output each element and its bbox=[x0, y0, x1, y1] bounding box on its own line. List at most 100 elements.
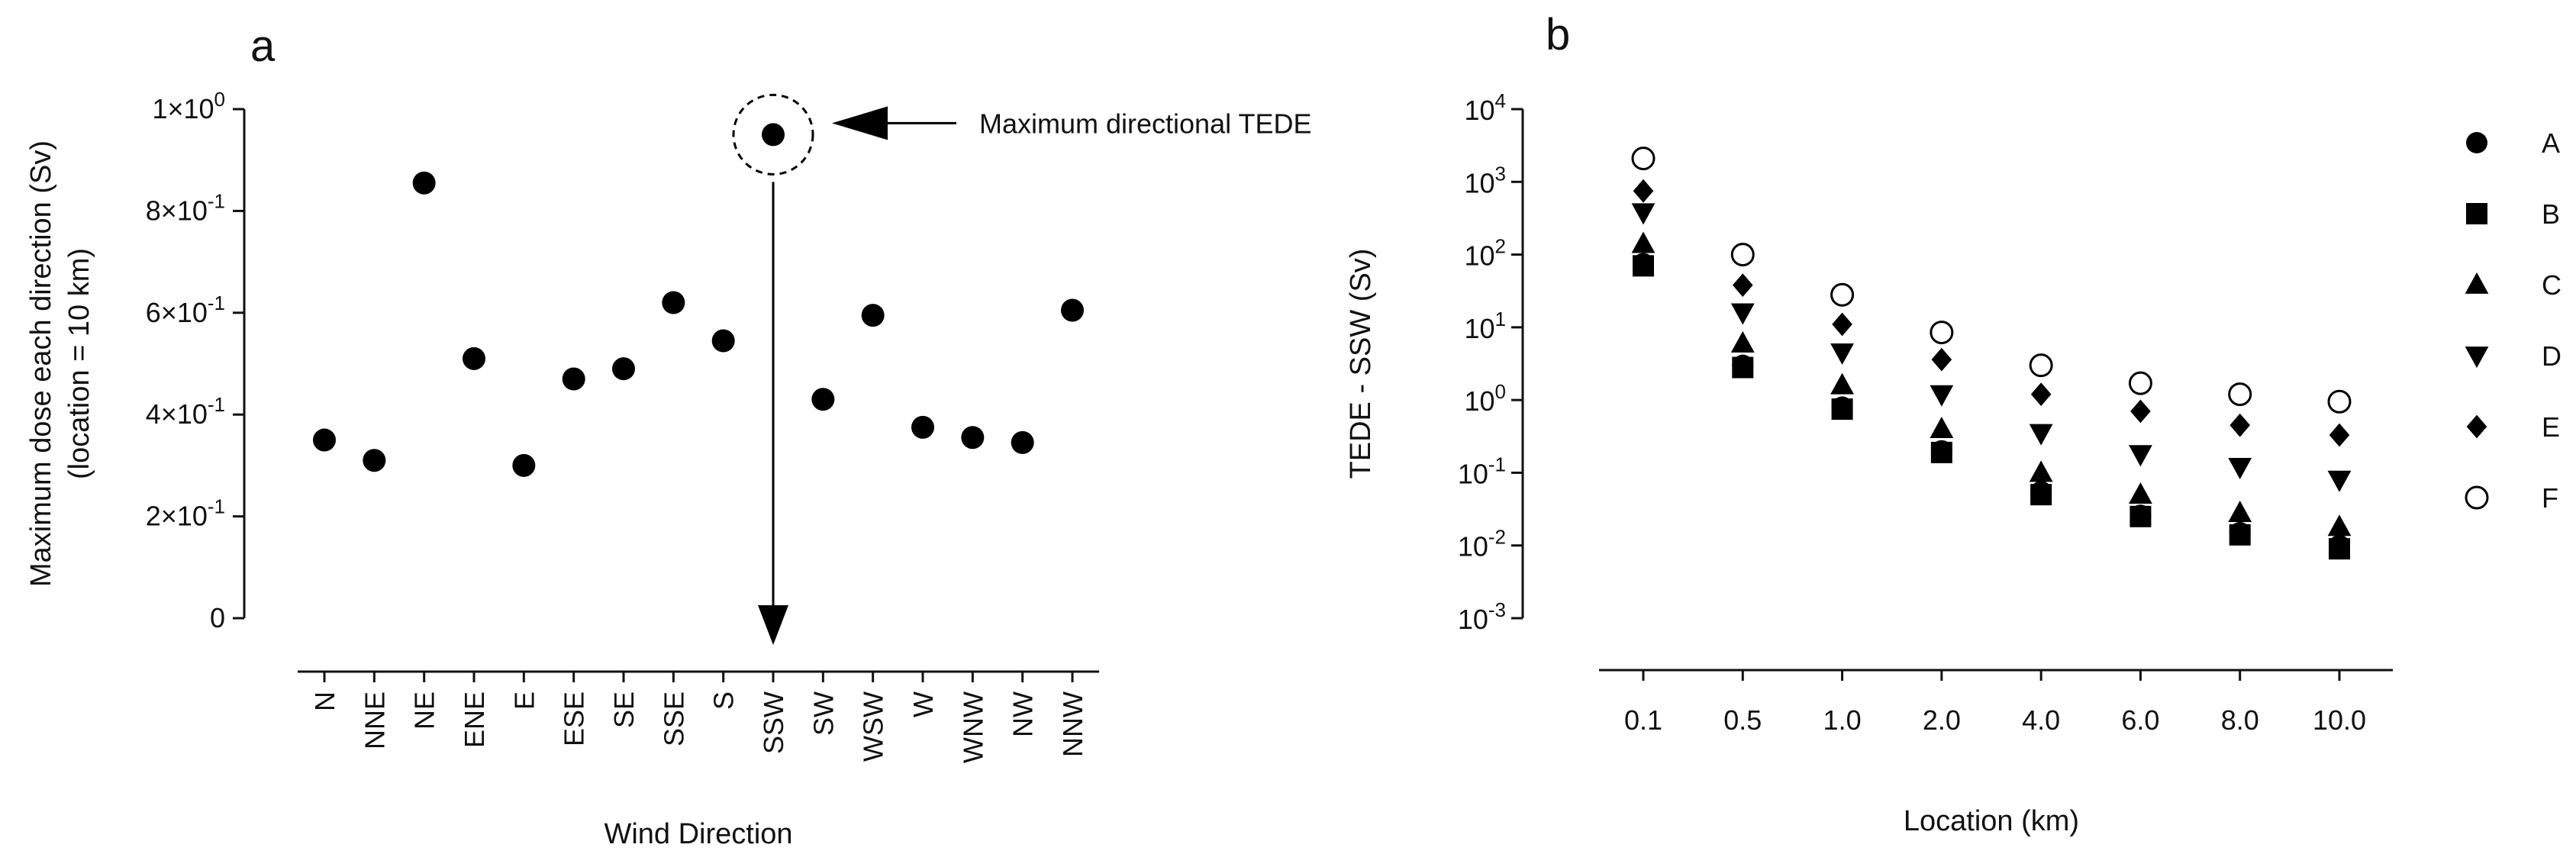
panel-b-point-b bbox=[2329, 538, 2350, 560]
legend-label-b: B bbox=[2542, 198, 2560, 230]
panel-a-y-axis-title: Maximum dose each direction (Sv) bbox=[25, 140, 57, 587]
panel-a-y-tick-label: 1×100 bbox=[152, 88, 225, 124]
panel-b-point-b bbox=[1633, 255, 1654, 277]
panel-b-point-e bbox=[2030, 382, 2052, 406]
panel-a-y-tick-label: 4×10-1 bbox=[146, 393, 225, 430]
panel-a-x-tick-label: WNW bbox=[957, 691, 988, 763]
panel-a-y-tick-label: 8×10-1 bbox=[146, 189, 225, 226]
panel-a-scatter: 0 2×10-1 4×10-1 6×10-1 8×10-1 1×100 N NNE NE ENE E… bbox=[25, 88, 1311, 850]
panel-a-x-tick-label: SE bbox=[608, 691, 640, 728]
panel-b-x-axis-title: Location (km) bbox=[1904, 805, 2079, 837]
legend-marker-f bbox=[2465, 485, 2489, 510]
panel-b-point-b bbox=[1831, 398, 1853, 421]
panel-a-x-tick-label: NW bbox=[1008, 691, 1039, 737]
panel-b-point-f bbox=[2128, 371, 2152, 395]
legend-label-c: C bbox=[2542, 269, 2561, 301]
panel-b-point-c bbox=[1730, 330, 1755, 353]
panel-b-y-tick-label: 10-3 bbox=[1458, 598, 1506, 635]
panel-b-point-f bbox=[1830, 282, 1855, 307]
panel-b-point-d bbox=[1631, 203, 1656, 225]
legend-label-f: F bbox=[2542, 482, 2558, 514]
panel-b-x-tick-label: 6.0 bbox=[2121, 704, 2159, 736]
panel-a-x-tick-label: NE bbox=[409, 691, 440, 730]
legend-marker-e bbox=[2466, 414, 2487, 439]
panel-b-y-tick-label: 10-1 bbox=[1458, 453, 1506, 489]
panel-b-point-f bbox=[1631, 147, 1656, 171]
panel-b-x-tick-label: 4.0 bbox=[2022, 704, 2060, 736]
panel-a-point bbox=[612, 357, 635, 381]
panel-a-x-tick-label: WSW bbox=[858, 691, 889, 762]
panel-a-x-tick-label: SW bbox=[808, 691, 839, 736]
panel-b-point-b bbox=[2229, 524, 2251, 546]
panel-b-point-b bbox=[2030, 484, 2052, 506]
panel-b-point-f bbox=[1930, 321, 1954, 345]
panel-b-point-e bbox=[1633, 179, 1654, 203]
panel-a-point bbox=[861, 304, 885, 327]
panel-b-point-d bbox=[2129, 445, 2152, 467]
panel-a-point bbox=[1061, 298, 1084, 322]
panel-b-point-c bbox=[2129, 482, 2152, 504]
panel-b-point-d bbox=[2327, 470, 2352, 492]
panel-b-point-e bbox=[1832, 312, 1852, 337]
panel-b-scatter: 10-3 10-2 10-1 100 101 102 103 104 0.1 0.5 1.0 2.0 4… bbox=[1345, 89, 2393, 837]
panel-b-y-tick-label: 101 bbox=[1464, 308, 1506, 344]
panel-a-point bbox=[313, 428, 336, 452]
panel-a-point bbox=[911, 415, 934, 439]
panel-a-x-tick-label: W bbox=[908, 691, 939, 717]
legend-marker-d bbox=[2465, 346, 2489, 369]
panel-b-point-c bbox=[2228, 501, 2252, 523]
panel-b-x-tick-label: 8.0 bbox=[2221, 704, 2259, 736]
panel-a-point bbox=[512, 453, 536, 477]
panel-a-x-tick-label: NNW bbox=[1057, 691, 1088, 757]
panel-b-point-e bbox=[2229, 413, 2251, 437]
panel-a-x-tick-label: ENE bbox=[459, 691, 490, 748]
panel-b-point-e bbox=[2130, 399, 2151, 424]
annotation-highlight-circle bbox=[732, 93, 814, 176]
legend-label-a: A bbox=[2542, 127, 2560, 159]
panel-b-y-tick-label: 103 bbox=[1464, 162, 1506, 198]
panel-b-point-c bbox=[1631, 231, 1656, 253]
legend-label-d: D bbox=[2542, 340, 2561, 372]
panel-b-x-tick-label: 2.0 bbox=[1923, 704, 1961, 736]
panel-b-y-tick-label: 100 bbox=[1464, 380, 1506, 417]
panel-a-x-tick-label: ESE bbox=[559, 691, 590, 746]
panel-a-x-tick-label: SSW bbox=[758, 691, 789, 754]
panel-a-y-tick-label: 2×10-1 bbox=[146, 495, 225, 532]
panel-b-point-f bbox=[2228, 382, 2252, 407]
annotation-arrowhead bbox=[832, 106, 888, 140]
panel-b-point-b bbox=[2129, 505, 2152, 527]
panel-b-x-tick-label: 0.5 bbox=[1723, 704, 1762, 736]
panel-a-point bbox=[1011, 430, 1034, 454]
panel-b-letter: b bbox=[1546, 10, 1570, 60]
panel-b-point-c bbox=[2327, 514, 2352, 537]
panel-b-point-b bbox=[1930, 441, 1952, 463]
panel-a-y-tick-label: 0 bbox=[210, 602, 225, 633]
panel-b-point-d bbox=[2228, 457, 2252, 479]
panel-b-point-c bbox=[1830, 372, 1854, 395]
legend-marker-b bbox=[2466, 203, 2487, 224]
panel-a-point bbox=[762, 123, 785, 147]
panel-a-point bbox=[711, 329, 735, 353]
panel-b-point-b bbox=[1732, 356, 1754, 379]
panel-b-point-f bbox=[1730, 243, 1755, 267]
panel-a-point bbox=[662, 291, 685, 314]
panel-b-y-axis-title: TEDE - SSW (Sv) bbox=[1345, 249, 1377, 479]
panel-a-x-tick-label: NNE bbox=[359, 691, 390, 749]
panel-b-point-e bbox=[1732, 273, 1753, 298]
panel-a-point bbox=[412, 171, 436, 195]
panel-b-point-e bbox=[1931, 347, 1952, 372]
legend-marker-a bbox=[2466, 132, 2487, 153]
panel-b-point-d bbox=[2029, 424, 2053, 446]
panel-b-legend: A B C D E F bbox=[2465, 127, 2561, 514]
panel-b-y-tick-label: 10-2 bbox=[1458, 526, 1506, 562]
panel-b-x-tick-label: 0.1 bbox=[1624, 704, 1662, 736]
panel-b-y-tick-label: 104 bbox=[1464, 89, 1506, 126]
panel-a-point bbox=[562, 367, 585, 391]
panel-a-x-tick-label: SSE bbox=[658, 691, 689, 746]
legend-marker-c bbox=[2465, 272, 2489, 294]
panel-a-point bbox=[363, 449, 386, 472]
panel-b-x-tick-label: 10.0 bbox=[2313, 704, 2366, 736]
panel-a-y-tick-label: 6×10-1 bbox=[146, 292, 225, 328]
panel-a-x-tick-label: S bbox=[708, 691, 740, 710]
